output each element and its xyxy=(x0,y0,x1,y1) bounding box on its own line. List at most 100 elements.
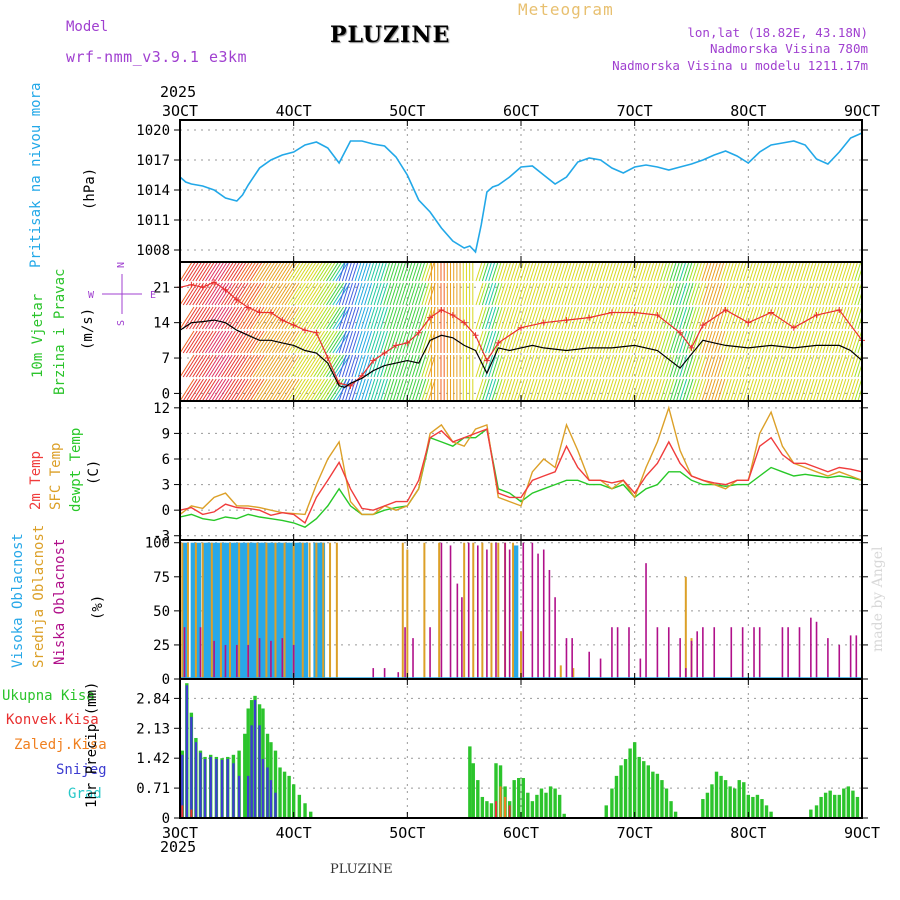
gust-marker xyxy=(404,339,411,346)
cloud-high-bar xyxy=(220,542,227,679)
wind-barb xyxy=(329,306,345,330)
wind-barb xyxy=(287,378,303,401)
wind-barb xyxy=(663,354,672,378)
wind-barb xyxy=(586,354,595,378)
precip-total-bar xyxy=(530,801,535,818)
wind-barb xyxy=(319,330,335,354)
gust-marker xyxy=(461,319,468,326)
precip-snow-bar xyxy=(215,759,218,818)
wind-barb xyxy=(733,306,742,330)
wind-barb xyxy=(606,282,614,306)
wind-barb xyxy=(590,330,599,354)
wind-barb xyxy=(577,378,586,401)
wind-barb xyxy=(255,282,271,306)
gust-marker xyxy=(518,324,524,331)
wind-barb xyxy=(275,378,290,401)
wind-barb xyxy=(698,378,707,401)
gust-marker xyxy=(836,307,843,314)
wind-barb xyxy=(574,378,583,401)
wind-barb xyxy=(249,306,265,330)
wind-barb xyxy=(580,330,589,354)
wind-barb xyxy=(570,354,579,378)
wind-barb xyxy=(395,330,404,354)
wind-barb xyxy=(615,330,624,354)
wind-barb xyxy=(695,378,704,401)
wind-barb xyxy=(478,330,487,354)
wind-barb xyxy=(185,354,201,378)
wind-barb xyxy=(494,282,503,306)
wind-barb xyxy=(262,354,278,378)
wind-barb xyxy=(758,378,767,401)
wind-barb xyxy=(679,378,688,401)
wind-barb xyxy=(373,378,382,401)
wind-barb xyxy=(386,378,395,401)
wind-barb xyxy=(723,282,732,306)
wind-barb xyxy=(195,354,211,378)
altitude-label: Nadmorska Visina 780m xyxy=(709,41,868,56)
wind-barb xyxy=(354,354,363,378)
cloud-low-bar xyxy=(213,640,215,679)
wind-barb xyxy=(637,282,646,306)
wind-barb xyxy=(542,282,551,306)
wind-barb xyxy=(650,282,659,306)
wind-barb xyxy=(615,282,624,306)
wind-barb xyxy=(351,330,360,354)
wind-barb xyxy=(180,354,195,378)
wind-barb xyxy=(370,306,379,330)
precip-total-bar xyxy=(651,771,655,818)
wind-barb xyxy=(825,330,834,354)
precip-frozen-bar xyxy=(504,796,507,818)
wind-barb xyxy=(217,378,233,401)
wind-barb xyxy=(488,282,497,306)
wind-barb xyxy=(631,330,640,354)
wind-barb xyxy=(790,330,799,354)
wind-barb xyxy=(548,306,557,330)
wind-barb xyxy=(656,330,665,354)
gust-marker xyxy=(302,327,309,334)
wind-barb xyxy=(726,378,735,401)
cloud-mid-bar xyxy=(401,542,404,679)
cloud-low-bar xyxy=(713,627,716,679)
wind-barb xyxy=(816,354,825,378)
wind-barb xyxy=(360,330,369,354)
wind-barb xyxy=(217,306,233,330)
wind-barb xyxy=(545,378,554,401)
cloud-low-bar xyxy=(611,627,613,679)
wind-barb xyxy=(236,378,252,401)
cloud-low-bar xyxy=(258,638,261,679)
wind-barb xyxy=(567,378,576,401)
wind-barb xyxy=(574,306,583,330)
wind-barb xyxy=(695,306,704,330)
wind-barb xyxy=(606,354,614,378)
wind-barb xyxy=(348,306,357,330)
wind-barb xyxy=(793,282,802,306)
wind-barb xyxy=(354,330,363,354)
wind-barb xyxy=(421,378,430,401)
wind-barb xyxy=(653,330,662,354)
wind-barb xyxy=(217,330,233,354)
wind-barb xyxy=(185,330,201,354)
wind-barb xyxy=(577,330,586,354)
gust-marker xyxy=(427,314,434,321)
wind-key-s: S xyxy=(116,320,127,326)
cloud-low-bar xyxy=(787,627,789,679)
wind-barb xyxy=(704,378,713,401)
gust-marker xyxy=(699,322,706,329)
wind-barb xyxy=(236,354,252,378)
wind-barb xyxy=(364,378,373,401)
wind-barb xyxy=(364,330,373,354)
wind-barb xyxy=(180,330,195,354)
wind-barb xyxy=(243,282,259,306)
wind-barb xyxy=(290,282,306,306)
wind-barb xyxy=(691,354,700,378)
wind-barb xyxy=(781,330,790,354)
wind-barb xyxy=(765,354,774,378)
wind-barb xyxy=(561,282,570,306)
wind-barb xyxy=(602,330,611,354)
wind-barb xyxy=(411,354,420,378)
wind-barb xyxy=(392,330,401,354)
cloud-low-bar xyxy=(522,542,525,679)
wind-barb xyxy=(742,330,751,354)
gust-marker xyxy=(233,296,240,303)
wind-barb xyxy=(679,330,688,354)
